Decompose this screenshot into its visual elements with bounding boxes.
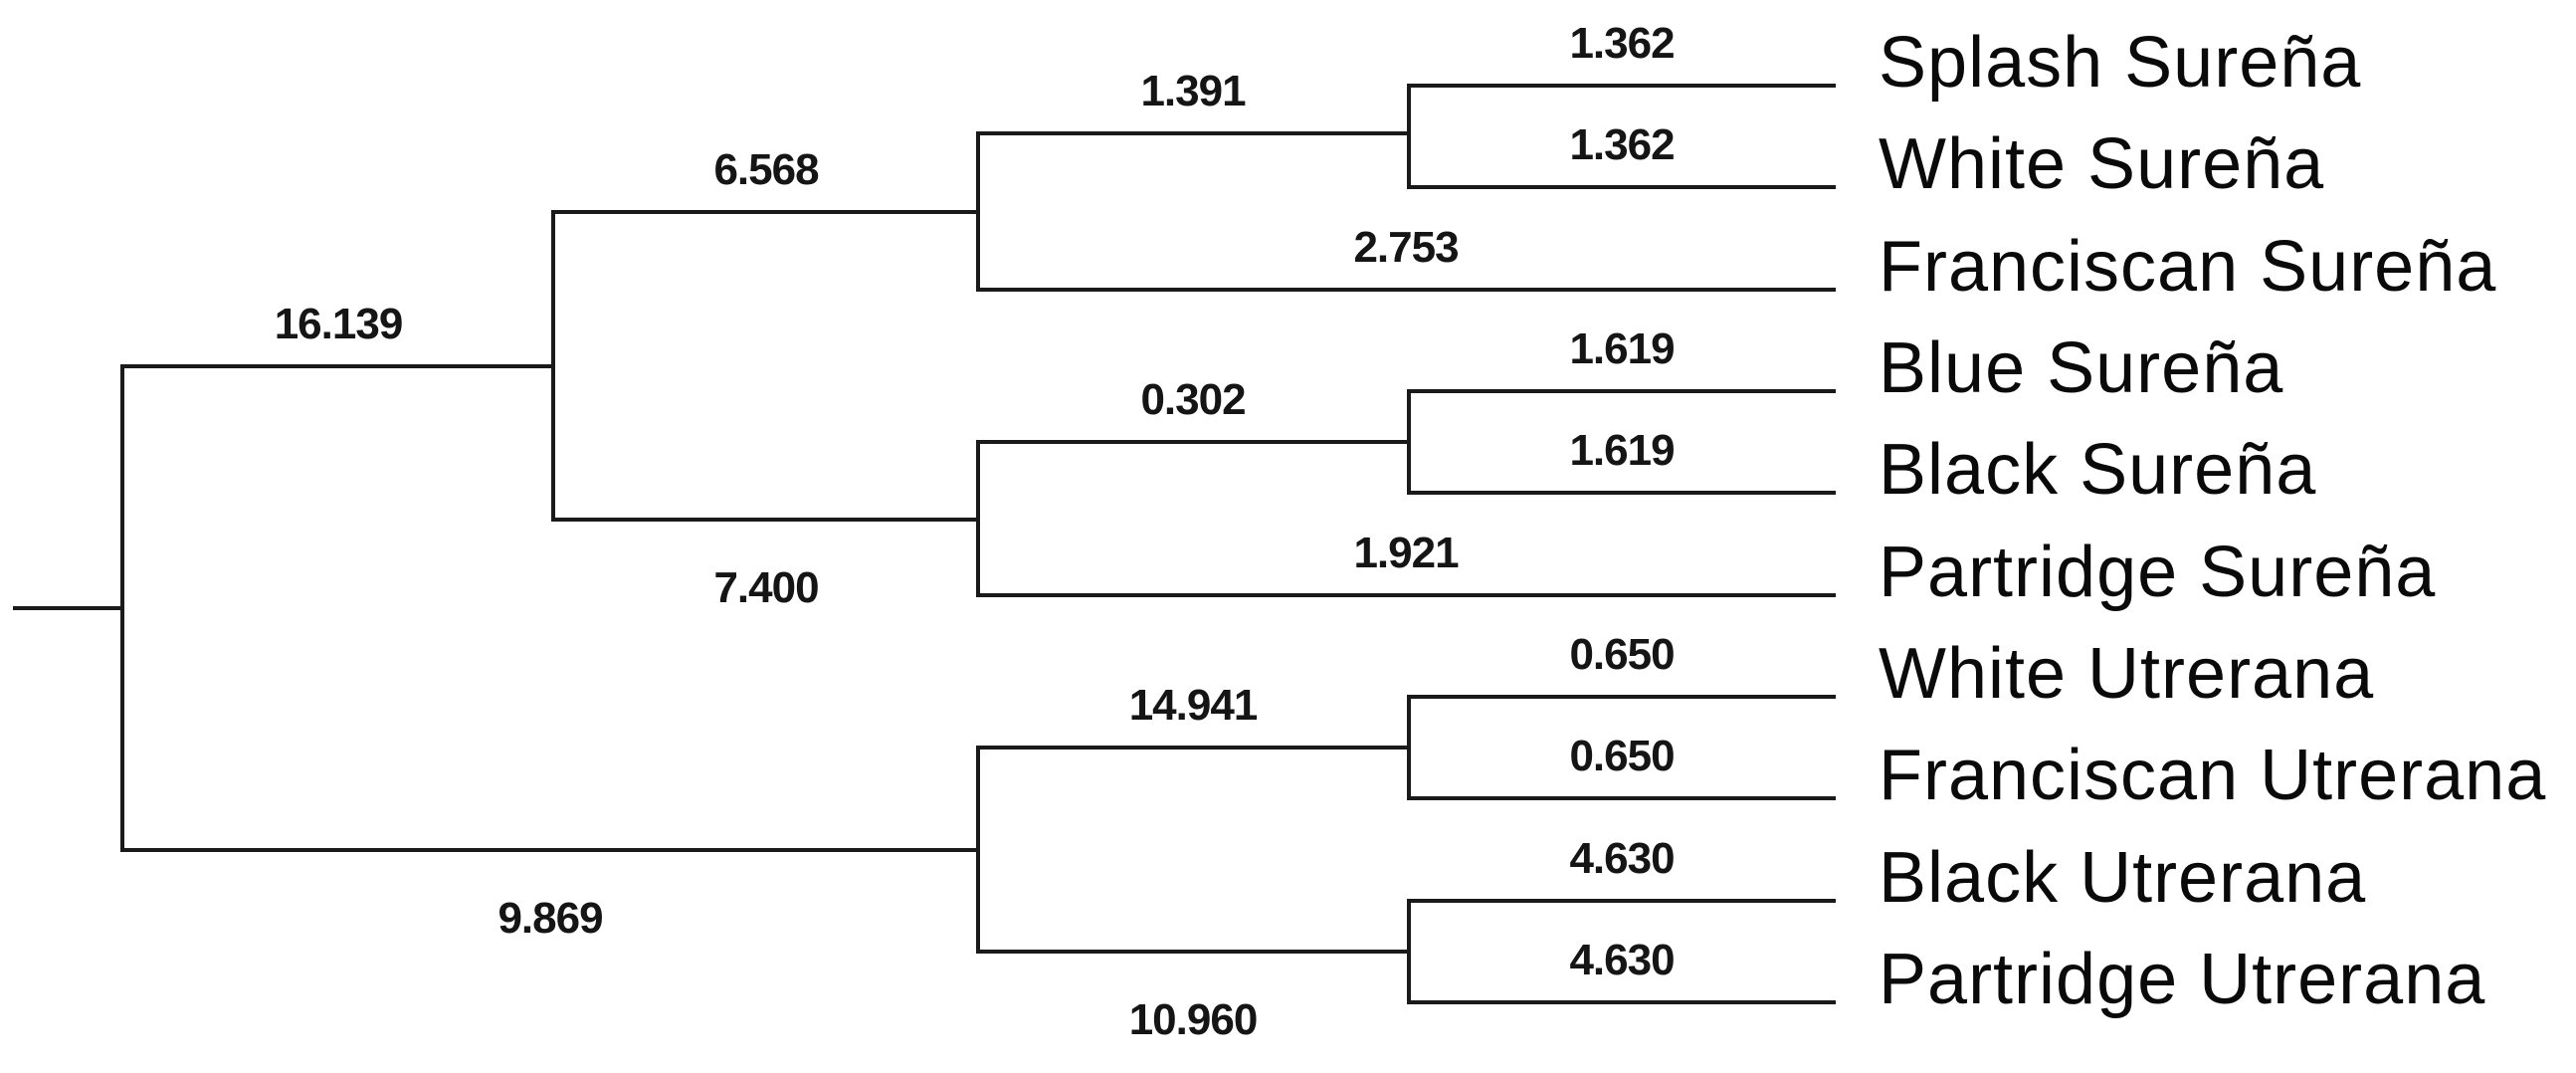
branch-length-label: 6.568 (713, 145, 819, 194)
branch-length-label: 1.921 (1353, 529, 1459, 577)
branch-length-label: 1.362 (1569, 19, 1675, 68)
branch-length-label: 1.619 (1569, 324, 1675, 373)
taxon-label-white-utrerana: White Utrerana (1879, 634, 2375, 714)
branch-length-label: 4.630 (1569, 936, 1675, 984)
branch-length-label: 0.650 (1569, 630, 1675, 679)
branch-length-label: 7.400 (713, 563, 819, 612)
taxon-label-blue-surena: Blue Sureña (1879, 328, 2284, 408)
taxon-label-partridge-utrerana: Partridge Utrerana (1879, 940, 2486, 1019)
branch-length-label: 14.941 (1128, 681, 1259, 730)
taxon-label-franciscan-utrerana: Franciscan Utrerana (1879, 736, 2547, 815)
branch-length-label: 0.650 (1569, 732, 1675, 780)
branch-length-label: 1.391 (1140, 67, 1246, 115)
branch-length-label: 1.362 (1569, 120, 1675, 169)
branch-length-label: 0.302 (1140, 375, 1246, 424)
taxon-label-franciscan-surena: Franciscan Sureña (1879, 227, 2497, 307)
branch-length-label: 16.139 (274, 300, 404, 348)
branch-length-label: 1.619 (1569, 426, 1675, 475)
branch-length-label: 9.869 (497, 894, 603, 943)
taxon-label-black-utrerana: Black Utrerana (1879, 838, 2367, 918)
taxon-label-white-surena: White Sureña (1879, 124, 2325, 204)
taxon-label-splash-surena: Splash Sureña (1879, 23, 2362, 103)
branch-length-label: 10.960 (1128, 995, 1259, 1044)
taxon-label-partridge-surena: Partridge Sureña (1879, 533, 2437, 612)
branch-length-label: 2.753 (1353, 223, 1459, 272)
branch-length-label: 4.630 (1569, 834, 1675, 883)
taxon-label-black-surena: Black Sureña (1879, 430, 2317, 510)
